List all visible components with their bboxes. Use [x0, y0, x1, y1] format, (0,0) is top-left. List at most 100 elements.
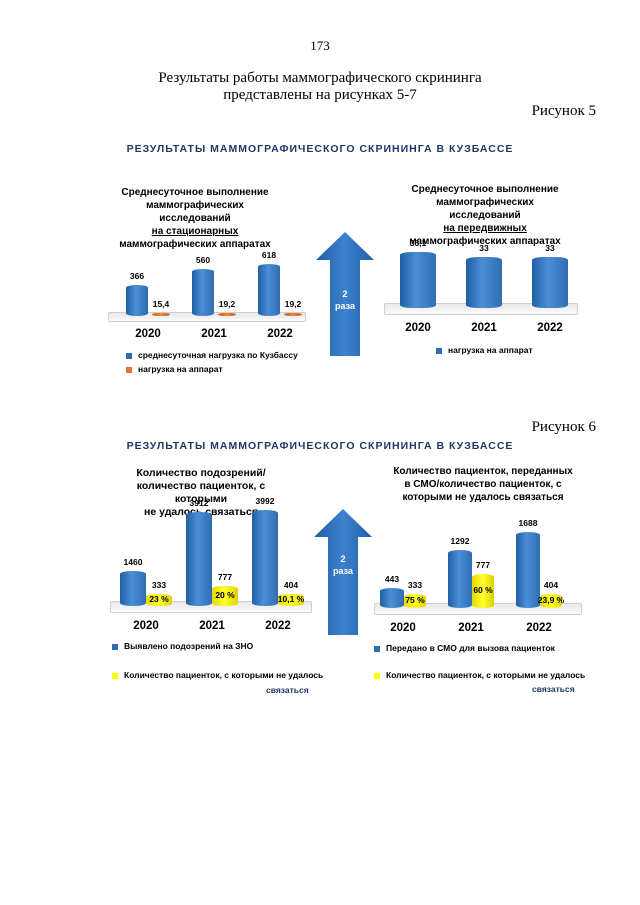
growth-arrow-1: [316, 232, 374, 356]
chart-1-title-underlined: на стационарных: [151, 226, 239, 237]
figure-6-label: Рисунок 6: [531, 419, 596, 435]
chart-4-legend-wrap: связаться: [532, 684, 575, 694]
legend-swatch-blue: [126, 352, 132, 359]
year-label-2022: 2022: [267, 328, 293, 340]
percent-label: 20 %: [215, 590, 235, 600]
legend-swatch-orange: [126, 366, 132, 373]
year-label-2020: 2020: [405, 322, 431, 334]
year-label-2020: 2020: [135, 328, 161, 340]
value-label: 33: [479, 242, 489, 253]
chart-1-title: Среднесуточное выполнение маммографическ…: [110, 186, 280, 251]
value-label: 560: [195, 254, 211, 265]
percent-label: 23,9 %: [537, 595, 565, 605]
page-number: 173: [310, 38, 330, 53]
bar-secondary-2022: [540, 594, 562, 608]
chart-4-title-line-3: которыми не удалось связаться: [402, 492, 564, 503]
secondary-value-label: 19,2: [218, 299, 236, 309]
bar-Передано-в-СМО-для-в-2020: [380, 588, 404, 608]
value-label: 36,1: [409, 238, 427, 248]
chart-1-legend-2-text: нагрузка на аппарат: [138, 364, 223, 374]
secondary-value-label: 15,4: [152, 299, 170, 309]
figure-5-label: Рисунок 5: [531, 103, 596, 119]
bar-secondary-2020: [146, 594, 172, 606]
intro-line-1: Результаты работы маммографического скри…: [158, 70, 482, 86]
bar-нагрузка-на-аппарат-2020: [400, 252, 436, 308]
secondary-value-label: 777: [475, 560, 491, 570]
value-label: 1292: [450, 535, 470, 546]
percent-label: 23 %: [149, 594, 169, 604]
chart-4-legend-1: Передано в СМО для вызова пациенток: [374, 643, 555, 653]
growth-arrow-1-label: 2 раза: [325, 288, 365, 312]
year-label-2022: 2022: [265, 620, 291, 632]
chart-2-legend-1: нагрузка на аппарат: [436, 345, 533, 355]
chart-1-title-line-4: маммографических аппаратах: [119, 239, 271, 250]
bar-secondary-2022: [284, 313, 302, 316]
year-label-2022: 2022: [526, 622, 552, 634]
secondary-value-label: 404: [283, 580, 299, 590]
growth-arrow-2-word: раза: [333, 566, 353, 576]
value-label: 3912: [189, 497, 209, 508]
chart-1-title-line-2: маммографических исследований: [146, 200, 244, 224]
bar-secondary-2021: [472, 574, 494, 608]
growth-arrow-1-word: раза: [335, 301, 355, 311]
bar-нагрузка-на-аппарат-2022: [532, 256, 568, 308]
chart-1-legend-1-text: среднесуточная нагрузка по Кузбассу: [138, 350, 298, 360]
chart-4-legend-1-text: Передано в СМО для вызова пациенток: [386, 643, 555, 653]
chart-3-title-line-2: количество пациенток, с которыми: [136, 480, 266, 505]
chart-3-legend-wrap: связаться: [266, 685, 309, 695]
bar-Выявлено-подозрений--2020: [120, 570, 146, 606]
legend-swatch-blue: [112, 643, 118, 650]
chart-4-title-line-2: в СМО/количество пациенток, с: [404, 479, 562, 490]
chart-3-title-line-1: Количество подозрений/: [136, 467, 266, 479]
value-label: 443: [384, 574, 400, 585]
figure-5-banner: РЕЗУЛЬТАТЫ МАММОГРАФИЧЕСКОГО СКРИНИНГА В…: [126, 143, 514, 155]
chart-4-legend-2: Количество пациенток, с которыми не удал…: [374, 670, 585, 680]
chart-2-title-line-4: маммографических аппаратах: [409, 236, 561, 247]
year-label-2020: 2020: [390, 622, 416, 634]
value-label: 3992: [255, 496, 275, 506]
chart-3-legend-1: Выявлено подозрений на ЗНО: [112, 641, 253, 651]
chart-1-legend-2: нагрузка на аппарат: [126, 364, 223, 374]
chart-4-title-line-1: Количество пациенток, переданных: [393, 466, 573, 477]
year-label-2021: 2021: [471, 322, 497, 334]
percent-label: 75 %: [405, 595, 425, 605]
legend-swatch-blue: [436, 347, 442, 354]
growth-arrow-1-num: 2: [342, 289, 348, 299]
value-label: 33: [545, 242, 555, 253]
bar-среднесуточная-нагру-2022: [258, 264, 280, 316]
bar-secondary-2022: [278, 594, 304, 606]
growth-arrow-2: [314, 509, 372, 635]
year-label-2021: 2021: [199, 620, 225, 632]
bar-Передано-в-СМО-для-в-2021: [448, 549, 472, 608]
bar-Передано-в-СМО-для-в-2022: [516, 532, 540, 608]
secondary-value-label: 333: [151, 580, 167, 590]
bar-нагрузка-на-аппарат-2021: [466, 256, 502, 308]
bar-secondary-2020: [152, 313, 170, 316]
year-label-2022: 2022: [537, 322, 563, 334]
value-label: 1460: [123, 556, 143, 567]
chart-1-title-line-1: Среднесуточное выполнение: [121, 187, 269, 198]
chart-2-title-line-2: маммографических исследований: [436, 197, 534, 221]
value-label: 366: [129, 271, 145, 282]
bar-Выявлено-подозрений--2022: [252, 510, 278, 606]
secondary-value-label: 777: [217, 572, 233, 582]
legend-swatch-blue: [374, 645, 380, 652]
bar-среднесуточная-нагру-2020: [126, 285, 148, 316]
secondary-value-label: 19,2: [284, 299, 302, 309]
legend-swatch-yellow: [374, 672, 380, 679]
chart-2-title-line-1: Среднесуточное выполнение: [411, 184, 559, 195]
bar-среднесуточная-нагру-2021: [192, 268, 214, 316]
bar-secondary-2021: [212, 586, 238, 606]
year-label-2021: 2021: [458, 622, 484, 634]
chart-4-legend-2-text: Количество пациенток, с которыми не удал…: [386, 670, 586, 680]
value-label: 1688: [518, 518, 538, 528]
chart-3-legend-2-text: Количество пациенток, с которыми не удал…: [124, 670, 324, 680]
bar-Выявлено-подозрений--2021: [186, 511, 212, 606]
figure-6-banner: РЕЗУЛЬТАТЫ МАММОГРАФИЧЕСКОГО СКРИНИНГА В…: [126, 440, 514, 452]
growth-arrow-2-num: 2: [340, 554, 346, 564]
secondary-value-label: 333: [407, 580, 423, 590]
chart-2-title-underlined: на передвижных: [443, 223, 527, 234]
percent-label: 60 %: [473, 585, 493, 595]
bar-secondary-2021: [218, 313, 236, 316]
chart-3-legend-1-text: Выявлено подозрений на ЗНО: [124, 641, 254, 651]
